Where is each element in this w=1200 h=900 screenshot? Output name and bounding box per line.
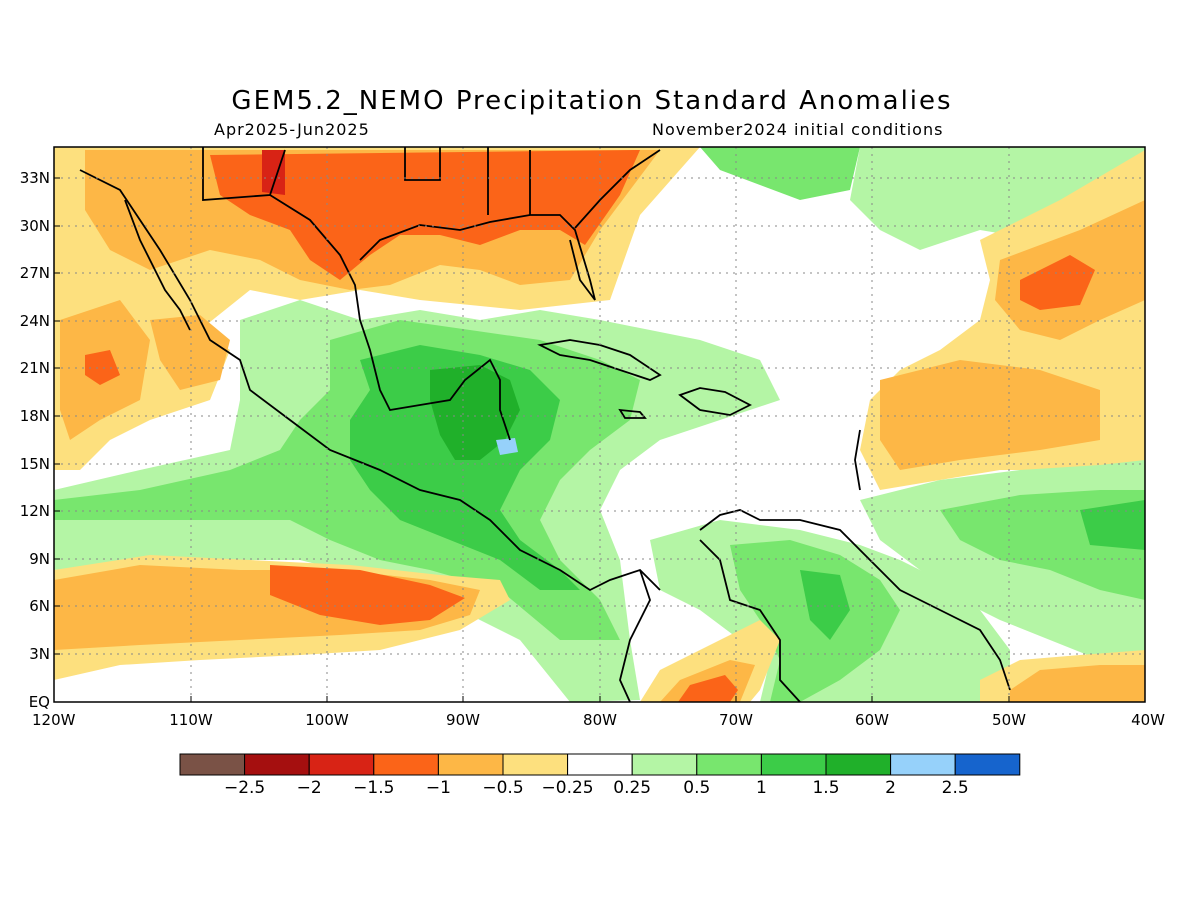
lon-tick-label: 90W [446, 711, 480, 729]
colorbar-label: −2.5 [224, 778, 265, 798]
lat-tick-label: 21N [20, 359, 50, 377]
colorbar-swatch [373, 753, 439, 776]
lat-tick-label: 27N [20, 264, 50, 282]
chart-title: GEM5.2_NEMO Precipitation Standard Anoma… [231, 86, 953, 116]
lat-tick-label: 6N [29, 597, 50, 615]
colorbar-label: −1 [426, 778, 451, 798]
colorbar-swatch [437, 753, 504, 776]
lon-tick-label: 110W [169, 711, 213, 729]
colorbar-swatch [696, 753, 762, 776]
lon-tick-label: 80W [583, 711, 617, 729]
anomaly-field [54, 147, 1145, 702]
colorbar-swatch [502, 753, 569, 776]
colorbar-swatch [954, 753, 1021, 776]
lon-tick-label: 70W [719, 711, 753, 729]
lat-tick-label: 9N [29, 550, 50, 568]
colorbar-swatch [631, 753, 698, 776]
colorbar-label: 1 [756, 778, 767, 798]
lat-tick-label: 24N [20, 312, 50, 330]
colorbar-swatch [244, 753, 310, 776]
colorbar: −2.5 −2 −1.5 −1 −0.5 −0.25 0.25 0.5 1 1.5 2 2.5 [179, 753, 1021, 798]
colorbar-label: −0.5 [482, 778, 523, 798]
forecast-period: Apr2025-Jun2025 [214, 120, 370, 139]
lat-tick-label: EQ [29, 693, 50, 711]
lon-tick-label: 50W [992, 711, 1026, 729]
lat-tick-label: 33N [20, 169, 50, 187]
colorbar-label: −0.25 [542, 778, 594, 798]
colorbar-swatch [760, 753, 827, 776]
colorbar-label: 0.5 [683, 778, 710, 798]
lon-tick-label: 40W [1131, 711, 1165, 729]
latitude-axis: 33N 30N 27N 24N 21N 18N 15N 12N 9N 6N 3N EQ [20, 169, 60, 711]
lat-tick-label: 12N [20, 502, 50, 520]
colorbar-swatch [890, 753, 956, 776]
colorbar-swatch [308, 753, 375, 776]
lat-tick-label: 3N [29, 645, 50, 663]
lon-tick-label: 60W [855, 711, 889, 729]
initial-conditions: November2024 initial conditions [652, 120, 944, 139]
lat-tick-label: 15N [20, 455, 50, 473]
longitude-axis: 120W 110W 100W 90W 80W 70W 60W 50W 40W [32, 696, 1165, 729]
lon-tick-label: 100W [305, 711, 349, 729]
coastlines [79, 147, 1011, 702]
colorbar-swatch [179, 753, 246, 776]
lon-tick-label: 120W [32, 711, 76, 729]
colorbar-label: 2 [885, 778, 896, 798]
graticule [54, 147, 1145, 702]
colorbar-label: 2.5 [942, 778, 969, 798]
colorbar-label: −2 [297, 778, 322, 798]
colorbar-label: 0.25 [613, 778, 651, 798]
colorbar-label: 1.5 [812, 778, 839, 798]
colorbar-swatch [567, 753, 633, 776]
lat-tick-label: 30N [20, 217, 50, 235]
colorbar-swatch [825, 753, 892, 776]
lat-tick-label: 18N [20, 407, 50, 425]
colorbar-label: −1.5 [353, 778, 394, 798]
